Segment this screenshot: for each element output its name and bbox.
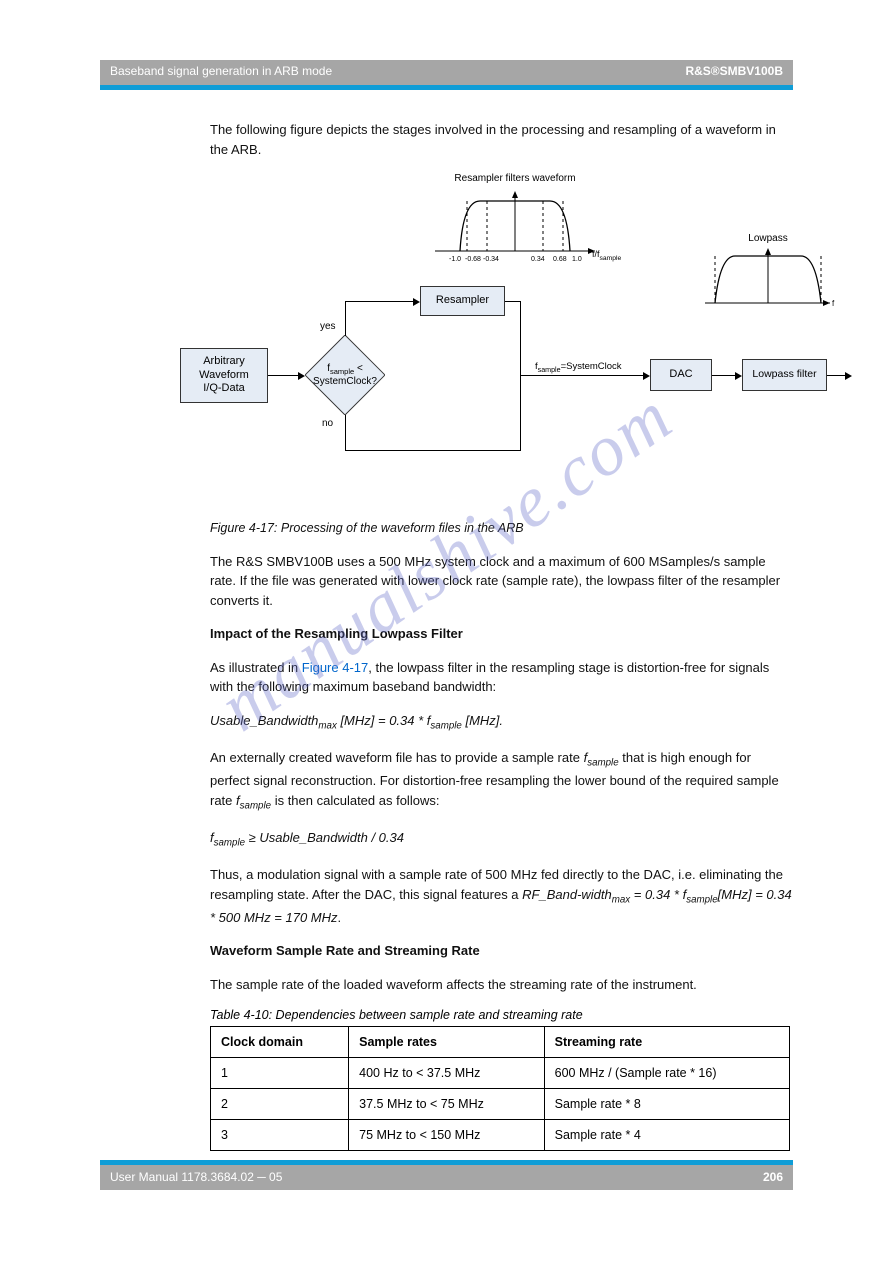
line-resamp-down xyxy=(520,301,521,376)
para-streaming: The sample rate of the loaded waveform a… xyxy=(210,975,793,995)
line-dac-lpf xyxy=(712,375,737,376)
svg-text:1.0: 1.0 xyxy=(572,256,582,263)
lowpass-chart: f xyxy=(700,248,840,313)
col-1: Sample rates xyxy=(349,1027,544,1058)
svg-text:f: f xyxy=(832,299,835,308)
formula-1: Usable_Bandwidthmax [MHz] = 0.34 * fsamp… xyxy=(210,711,793,734)
table-caption: Table 4-10: Dependencies between sample … xyxy=(210,1008,793,1022)
svg-text:-0.68: -0.68 xyxy=(465,256,481,263)
arrow-to-dac-head xyxy=(643,372,650,380)
para-sysclock: The R&S SMBV100B uses a 500 MHz system c… xyxy=(210,552,793,611)
para-illustrated: As illustrated in Figure 4-17, the lowpa… xyxy=(210,658,793,697)
resampler-box: Resampler xyxy=(420,286,505,316)
figure-caption: Figure 4-17: Processing of the waveform … xyxy=(210,519,793,538)
arb-box-text: ArbitraryWaveformI/Q-Data xyxy=(199,355,249,396)
table-row: 2 37.5 MHz to < 75 MHz Sample rate * 8 xyxy=(211,1089,790,1120)
col-2: Streaming rate xyxy=(544,1027,789,1058)
line-up xyxy=(345,301,346,336)
filter-xlabel: f/fsample xyxy=(592,249,621,262)
line-down xyxy=(345,415,346,450)
header-left: Baseband signal generation in ARB mode xyxy=(110,64,332,78)
para-external: An externally created waveform file has … xyxy=(210,748,793,814)
dac-box: DAC xyxy=(650,359,712,391)
col-0: Clock domain xyxy=(211,1027,349,1058)
line-to-dac xyxy=(520,375,645,376)
arrow-arb-decision xyxy=(268,375,300,376)
arb-box: ArbitraryWaveformI/Q-Data xyxy=(180,348,268,403)
heading-impact: Impact of the Resampling Lowpass Filter xyxy=(210,624,793,644)
heading-streaming: Waveform Sample Rate and Streaming Rate xyxy=(210,941,793,961)
arrow-dac-lpf-head xyxy=(735,372,742,380)
p3-pre: As illustrated in xyxy=(210,660,302,675)
line-out xyxy=(827,375,847,376)
resampler-chart-title: Resampler filters waveform xyxy=(450,173,580,184)
svg-text:0.68: 0.68 xyxy=(553,256,567,263)
line-merge-v xyxy=(520,375,521,451)
footer-left: User Manual 1178.3684.02 ─ 05 xyxy=(110,1170,282,1184)
intro-line: ​The following figure depicts the stages… xyxy=(210,120,793,159)
arrow-out-head xyxy=(845,372,852,380)
header-accent xyxy=(100,85,793,90)
table-row: 1 400 Hz to < 37.5 MHz 600 MHz / (Sample… xyxy=(211,1058,790,1089)
line-down-h xyxy=(345,450,520,451)
edge-sysclock: fsample=SystemClock xyxy=(535,361,622,374)
header-right: R&S®SMBV100B xyxy=(685,64,783,78)
table-row: 3 75 MHz to < 150 MHz Sample rate * 4 xyxy=(211,1120,790,1151)
lowpass-chart-title: Lowpass xyxy=(738,233,798,244)
decision-text: fsample <SystemClock? xyxy=(305,363,385,388)
arb-diagram: Resampler filters waveform -1.0 -0.68 -0… xyxy=(180,173,820,503)
svg-text:-0.34: -0.34 xyxy=(483,256,499,263)
edge-no: no xyxy=(322,418,333,429)
rate-table: Clock domain Sample rates Streaming rate… xyxy=(210,1026,790,1151)
resampler-filter-chart: -1.0 -0.68 -0.34 0.34 0.68 1.0 xyxy=(425,191,605,271)
arrow-yes-head xyxy=(413,298,420,306)
svg-text:-1.0: -1.0 xyxy=(449,256,461,263)
arrow-arb-decision-head xyxy=(298,372,305,380)
edge-yes: yes xyxy=(320,321,336,332)
line-resamp-out xyxy=(505,301,520,302)
svg-text:0.34: 0.34 xyxy=(531,256,545,263)
page-content: The R&S SMBV100B uses a 500 MHz system c… xyxy=(100,120,793,1151)
table-header-row: Clock domain Sample rates Streaming rate xyxy=(211,1027,790,1058)
lpf-box: Lowpass filter xyxy=(742,359,827,391)
para-thus: Thus, a modulation signal with a sample … xyxy=(210,865,793,927)
footer-right: 206 xyxy=(763,1170,783,1184)
formula-2: fsample ≥ Usable_Bandwidth / 0.34 xyxy=(210,828,793,851)
line-up-h xyxy=(345,301,415,302)
figure-link[interactable]: Figure 4-17 xyxy=(302,660,368,675)
